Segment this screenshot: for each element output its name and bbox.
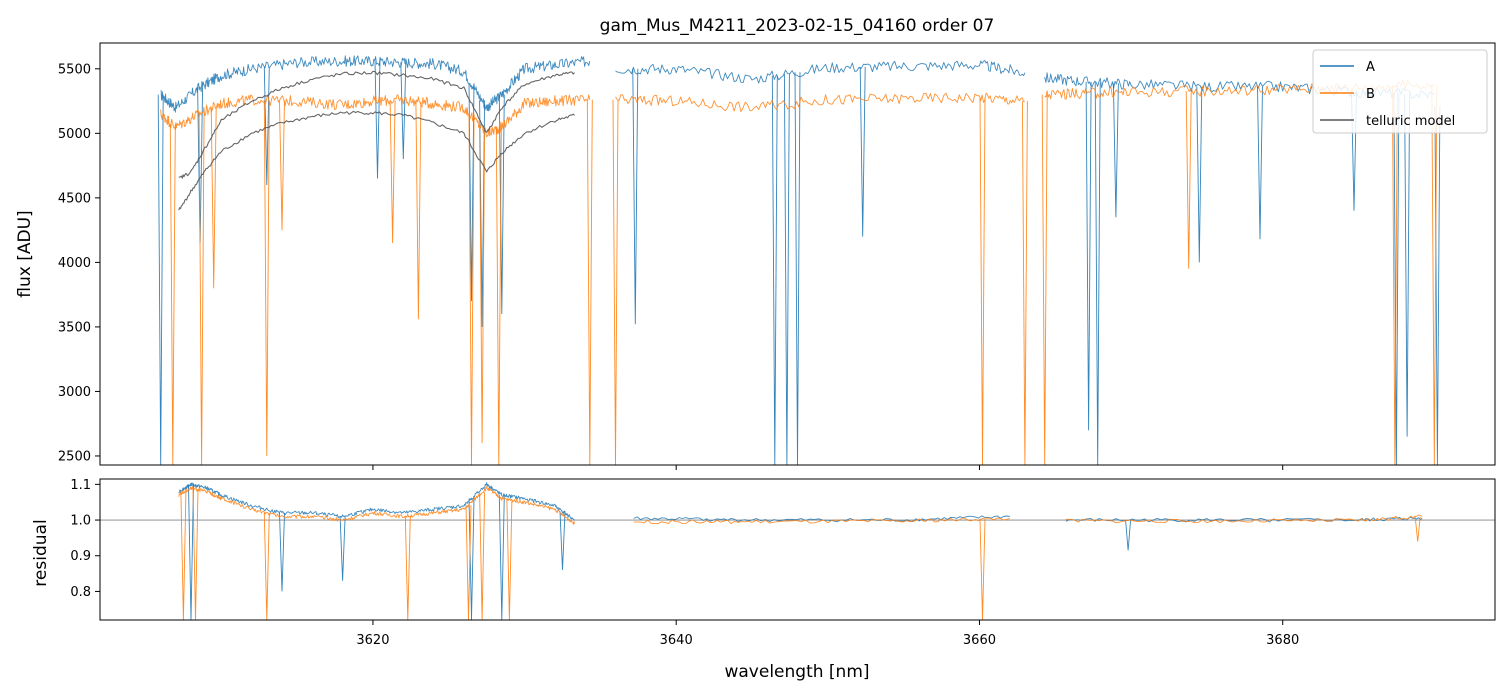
flux-y-tick-label-2: 3500 (58, 320, 91, 335)
flux-series-a-line-5 (468, 83, 475, 302)
residual-series-a-line-5 (559, 511, 566, 571)
flux-series-a-line-17 (1257, 86, 1263, 240)
x-tick-label-0: 3620 (356, 633, 389, 648)
flux-series-a-line-15 (1112, 83, 1119, 218)
residual-y-tick-label-3: 1.1 (70, 478, 91, 493)
residual-series-b-segment-1 (633, 517, 1010, 525)
flux-y-tick-label-0: 2500 (58, 449, 91, 464)
flux-series-a-line-12 (859, 66, 866, 237)
flux-series-a-segment-1 (615, 60, 1026, 84)
residual-series-b-line-0 (180, 492, 187, 620)
flux-series-b-line-1 (198, 112, 205, 465)
flux-series-b-line-8 (479, 128, 486, 444)
residual-series-a-line-1 (279, 512, 285, 592)
x-tick-label-1: 3640 (660, 633, 693, 648)
flux-series-b-line-7 (468, 116, 475, 465)
legend: A B telluric model (1312, 49, 1488, 134)
flux-series-a-line-13 (1085, 81, 1092, 431)
flux-series-telluric-model-segment-0 (178, 70, 575, 179)
residual-series-a-line-0 (188, 484, 194, 620)
flux-series-a-line-11 (794, 72, 801, 465)
flux-series-b-segment-1 (615, 92, 1026, 113)
residual-panel: 0.8 0.9 1.0 1.1 3620 3640 3660 3680 residual wa… (31, 478, 1496, 682)
residual-series-a-line-6 (1125, 520, 1132, 551)
flux-series-a-line-8 (632, 68, 639, 325)
flux-series-b-line-14 (1041, 94, 1048, 465)
flux-series-a-line-0 (157, 94, 164, 465)
x-tick-label-3: 3680 (1266, 633, 1299, 648)
residual-series-a-line-2 (339, 516, 346, 581)
flux-y-tick-label-5: 5000 (58, 127, 91, 142)
flux-y-tick-label-4: 4500 (58, 191, 91, 206)
flux-series-a-line-10 (783, 73, 790, 465)
flux-series-a-line-2 (263, 66, 270, 186)
flux-series-b-line-0 (169, 124, 176, 465)
flux-series-b-line-10 (586, 99, 593, 465)
flux-series-b-line-15 (1185, 91, 1192, 269)
residual-series-b-segment-0 (178, 485, 576, 525)
residual-panel-frame (99, 478, 1496, 621)
residual-series-b-segment-2 (1065, 514, 1423, 524)
flux-y-axis-label: flux [ADU] (15, 210, 35, 297)
flux-series-b-line-12 (979, 97, 986, 465)
residual-series-b-line-2 (263, 512, 270, 620)
residual-series-a-segment-0 (178, 482, 575, 521)
flux-series-a-segment-0 (160, 55, 591, 113)
flux-series-b-line-17 (1431, 84, 1438, 465)
residual-series-b-line-3 (404, 515, 411, 620)
residual-y-tick-label-2: 1.0 (70, 514, 91, 529)
residual-series-a-segment-1 (633, 515, 1010, 523)
flux-plot-area (157, 55, 1441, 465)
flux-series-b-line-4 (279, 100, 285, 231)
flux-panel-frame (99, 42, 1496, 466)
residual-axes: 0.8 0.9 1.0 1.1 3620 3640 3660 3680 (70, 478, 1299, 648)
legend-label-A: A (1366, 60, 1375, 75)
residual-series-a-line-4 (498, 495, 505, 620)
flux-series-telluric-model-segment-1 (178, 110, 575, 211)
chart-title: gam_Mus_M4211_2023-02-15_04160 order 07 (600, 16, 995, 36)
flux-axes: 2500 3000 3500 4000 4500 5000 5500 (58, 62, 1284, 470)
residual-plot-area (100, 482, 1495, 620)
flux-series-a-line-16 (1196, 86, 1203, 263)
flux-series-b-line-13 (1021, 101, 1028, 465)
residual-series-b-line-6 (506, 499, 513, 620)
flux-series-b-line-9 (495, 128, 502, 465)
flux-series-b-line-6 (415, 101, 422, 320)
x-tick-label-2: 3660 (963, 633, 996, 648)
flux-y-tick-label-6: 5500 (58, 62, 91, 77)
flux-series-a-line-6 (479, 100, 486, 327)
flux-series-a-line-20 (1404, 93, 1411, 437)
flux-series-a-line-19 (1393, 93, 1400, 465)
flux-y-tick-label-3: 4000 (58, 256, 91, 271)
residual-series-b-line-7 (979, 518, 986, 620)
residual-series-b-line-5 (479, 492, 486, 620)
residual-y-axis-label: residual (31, 519, 51, 586)
legend-frame (1312, 49, 1488, 134)
residual-series-b-line-4 (465, 505, 472, 620)
flux-series-b-line-2 (210, 107, 217, 289)
flux-series-b-line-5 (389, 100, 396, 244)
flux-y-tick-label-1: 3000 (58, 385, 91, 400)
legend-label-B: B (1366, 87, 1375, 102)
residual-y-tick-label-1: 0.9 (70, 549, 91, 564)
flux-series-a-line-14 (1094, 82, 1101, 465)
flux-series-b-line-11 (612, 99, 619, 465)
flux-series-b-line-3 (263, 100, 270, 457)
flux-series-a-line-4 (400, 62, 407, 160)
flux-series-a-line-9 (771, 75, 778, 465)
residual-series-b-line-1 (192, 488, 199, 620)
flux-series-b-line-16 (1391, 85, 1398, 465)
flux-series-b-segment-0 (160, 94, 591, 138)
residual-series-b-line-8 (1414, 516, 1421, 542)
flux-series-a-line-7 (498, 94, 505, 315)
residual-y-tick-label-0: 0.8 (70, 585, 91, 600)
legend-label-telluric-model: telluric model (1366, 114, 1455, 129)
x-axis-label: wavelength [nm] (724, 662, 869, 682)
